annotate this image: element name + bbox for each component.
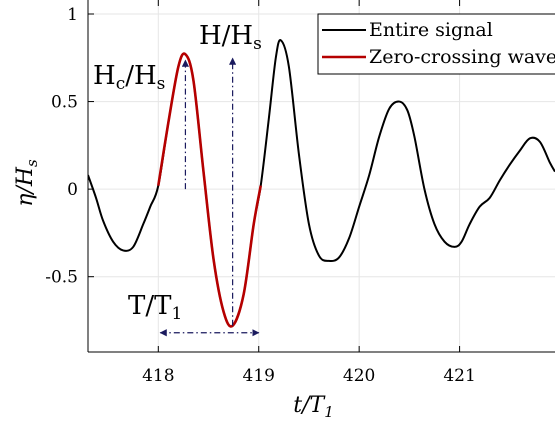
- x-tick-label: 420: [343, 366, 375, 386]
- y-axis-label: η/Hs: [13, 159, 41, 207]
- y-tick-label: 0.5: [51, 93, 78, 113]
- annotations: Hc/Hs H/Hs T/T1: [93, 21, 262, 337]
- crest-height-label: Hc/Hs: [93, 61, 165, 94]
- y-tick-label: -0.5: [45, 268, 78, 288]
- wave-period-label: T/T1: [128, 291, 182, 324]
- legend-box: [317, 13, 555, 75]
- y-tick-label: 0: [67, 180, 78, 200]
- legend-label: Zero-crossing wave: [369, 46, 555, 68]
- y-tick-label: 1: [67, 5, 78, 25]
- x-tick-label: 421: [443, 366, 475, 386]
- legend-label: Entire signal: [369, 19, 493, 41]
- wave-height-label: H/Hs: [199, 21, 262, 54]
- labels: 418 419 420 421 1 0.5 0 -0.5 t/T1 η/Hs: [13, 5, 476, 421]
- series-line-zero-crossing-wave: [157, 52, 263, 328]
- legend: Entire signal Zero-crossing wave: [317, 13, 555, 75]
- series-layer: [88, 39, 555, 328]
- x-tick-label: 418: [142, 366, 174, 386]
- x-tick-label: 419: [243, 366, 275, 386]
- x-axis-label: t/T1: [293, 393, 333, 421]
